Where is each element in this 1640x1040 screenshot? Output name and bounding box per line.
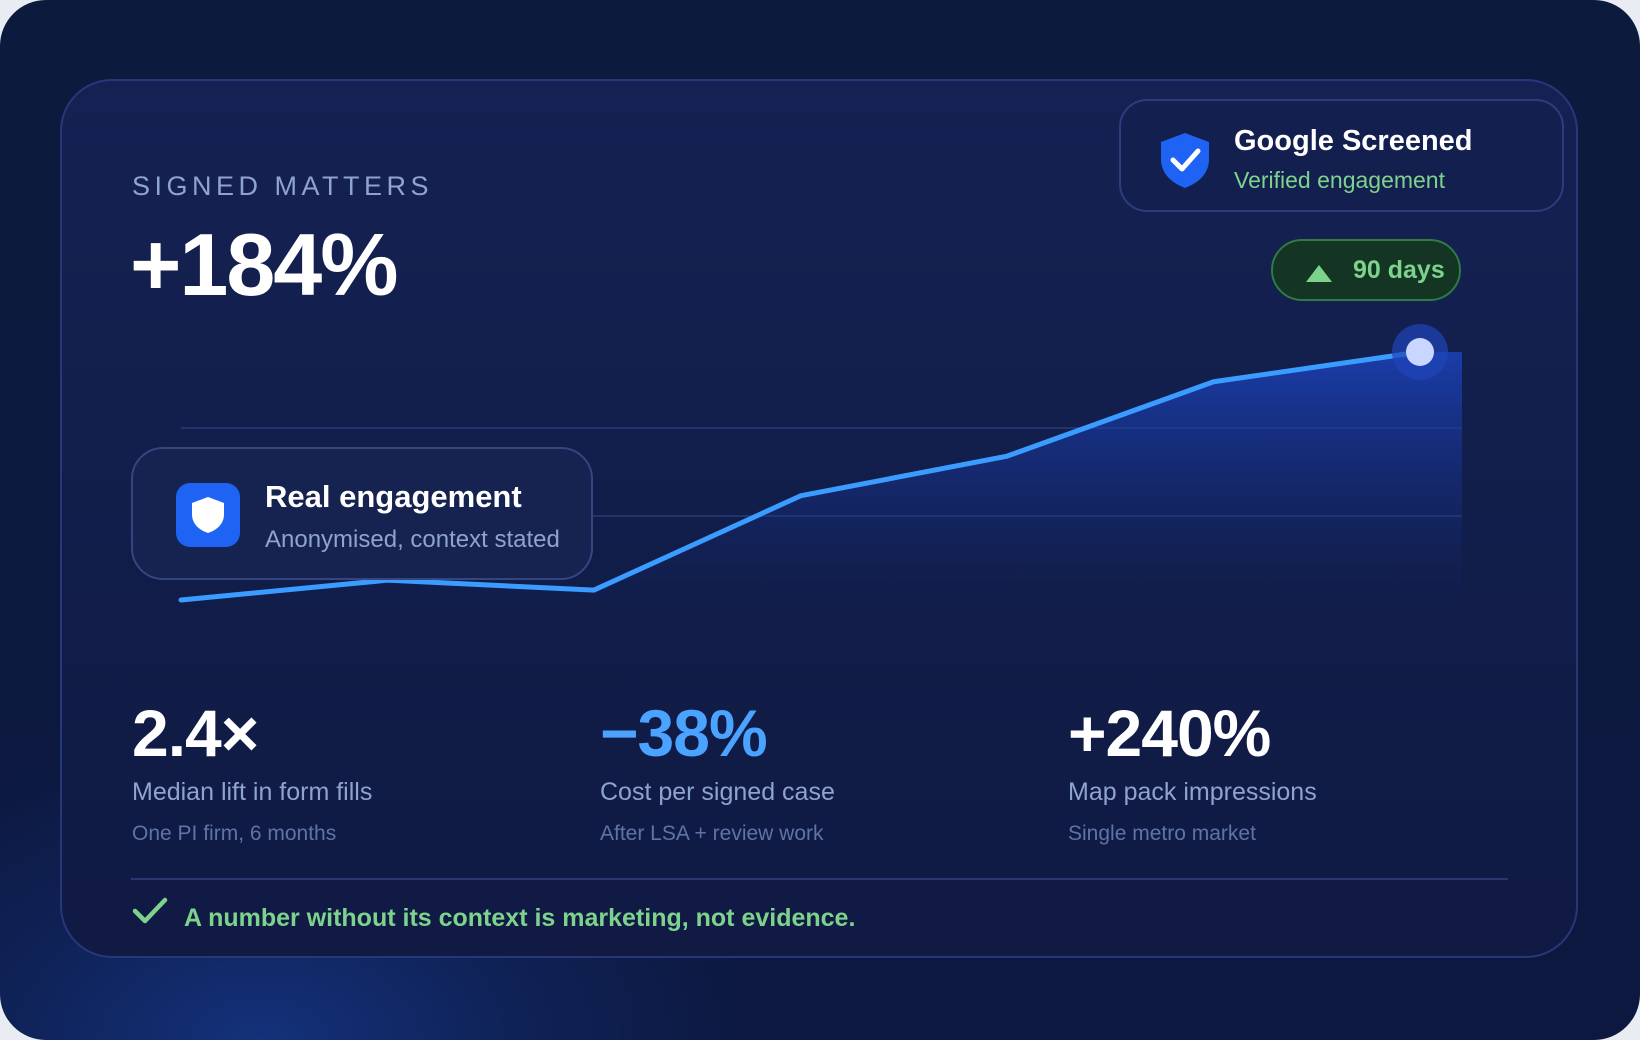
shield-icon (192, 497, 224, 533)
headline-value: +184% (130, 215, 398, 314)
stat-note: After LSA + review work (600, 822, 824, 845)
stat-note: Single metro market (1068, 822, 1256, 845)
engagement-subtitle: Anonymised, context stated (265, 526, 560, 553)
badge-title: Google Screened (1234, 125, 1473, 157)
stat-value: +240% (1068, 696, 1271, 770)
badge-subtitle: Verified engagement (1234, 167, 1445, 193)
engagement-title: Real engagement (265, 479, 522, 514)
stat-label: Map pack impressions (1068, 778, 1317, 806)
stat-note: One PI firm, 6 months (132, 822, 337, 845)
triangle-up-icon (1306, 265, 1332, 282)
eyebrow-label: SIGNED MATTERS (132, 171, 434, 201)
stat-label: Median lift in form fills (132, 778, 373, 806)
engagement-card: Real engagement Anonymised, context stat… (131, 447, 593, 580)
stat-form-fills: 2.4× Median lift in form fills One PI fi… (132, 695, 372, 847)
footer-statement: A number without its context is marketin… (184, 904, 856, 932)
checkmark-icon (132, 897, 168, 924)
stat-map-pack: +240% Map pack impressions Single metro … (1068, 695, 1317, 847)
stat-cost-per-case: −38% Cost per signed case After LSA + re… (600, 695, 835, 847)
shield-check-icon (1161, 133, 1209, 188)
google-screened-badge: Google Screened Verified engagement (1119, 99, 1564, 212)
stat-value: 2.4× (132, 696, 259, 770)
stat-label: Cost per signed case (600, 778, 835, 806)
engagement-badge (176, 483, 240, 547)
footer-divider (131, 878, 1508, 880)
period-pill: 90 days (1271, 239, 1461, 301)
period-label: 90 days (1353, 256, 1445, 284)
stat-value: −38% (600, 696, 768, 770)
